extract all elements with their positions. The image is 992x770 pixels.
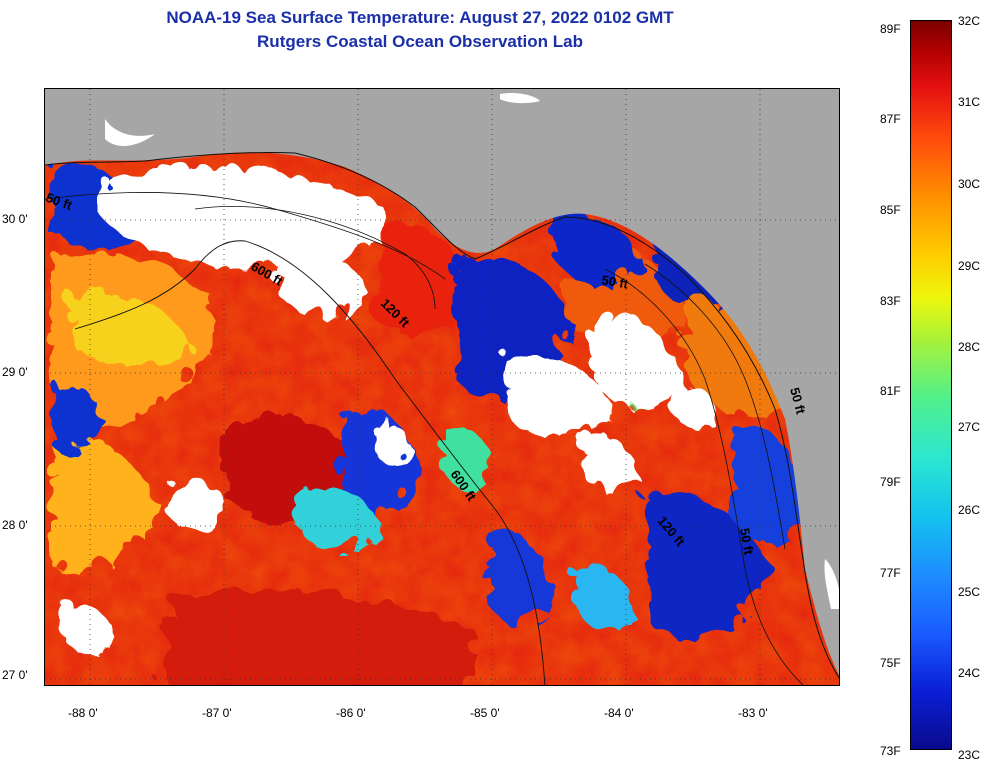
cloud-over-land-3 — [824, 559, 839, 609]
colorbar-f-label: 77F — [880, 566, 901, 580]
lon-label: -83 0' — [738, 706, 768, 720]
colorbar-c-label: 24C — [958, 666, 981, 680]
contour-label: 50 ft — [787, 386, 809, 416]
lon-label: -85 0' — [470, 706, 500, 720]
contour-50ft-west — [45, 192, 446, 280]
cloud-over-land-2 — [500, 92, 540, 104]
colorbar-c-label: 23C — [958, 748, 981, 762]
contour-50ft-east — [644, 263, 786, 550]
colorbar-c-label: 30C — [958, 177, 981, 191]
sst-regions — [45, 157, 805, 685]
lon-label: -87 0' — [202, 706, 232, 720]
colorbar-f-label: 75F — [880, 656, 901, 670]
colorbar-c-label: 28C — [958, 340, 981, 354]
lon-label: -88 0' — [68, 706, 98, 720]
colorbar-c-label: 31C — [958, 95, 981, 109]
contour-label: 50 ft — [600, 272, 630, 292]
lon-label: -86 0' — [336, 706, 366, 720]
colorbar-c-label: 27C — [958, 420, 981, 434]
lat-label: 30 0' — [2, 212, 28, 226]
lat-label: 28 0' — [2, 518, 28, 532]
sst-map[interactable]: 50 ft 600 ft 120 ft 600 ft 50 ft 120 ft … — [44, 88, 840, 686]
colorbar-c-label: 32C — [958, 14, 981, 28]
cloud-over-land — [105, 119, 155, 146]
colorbar-c-label: 25C — [958, 585, 981, 599]
coastline — [45, 151, 839, 679]
colorbar-c-label: 29C — [958, 259, 981, 273]
colorbar-f-label: 79F — [880, 475, 901, 489]
lat-label: 29 0' — [2, 365, 28, 379]
contour-label: 50 ft — [737, 527, 757, 557]
map-subtitle: Rutgers Coastal Ocean Observation Lab — [257, 32, 583, 51]
colorbar-f-label: 89F — [880, 22, 901, 36]
contour-600ft — [74, 240, 546, 685]
colorbar-c-label: 26C — [958, 503, 981, 517]
lat-label: 27 0' — [2, 668, 28, 682]
colorbar-f-label: 81F — [880, 384, 901, 398]
land — [45, 89, 839, 676]
temperature-colorbar — [910, 20, 952, 750]
colorbar-f-label: 83F — [880, 294, 901, 308]
map-title: NOAA-19 Sea Surface Temperature: August … — [166, 8, 674, 27]
contour-120ft — [194, 206, 436, 310]
lon-label: -84 0' — [604, 706, 634, 720]
colorbar-f-label: 85F — [880, 203, 901, 217]
contour-120ft-east — [604, 268, 804, 685]
colorbar-f-label: 87F — [880, 112, 901, 126]
sst-map-canvas: 50 ft 600 ft 120 ft 600 ft 50 ft 120 ft … — [45, 89, 839, 685]
colorbar-f-label: 73F — [880, 744, 901, 758]
